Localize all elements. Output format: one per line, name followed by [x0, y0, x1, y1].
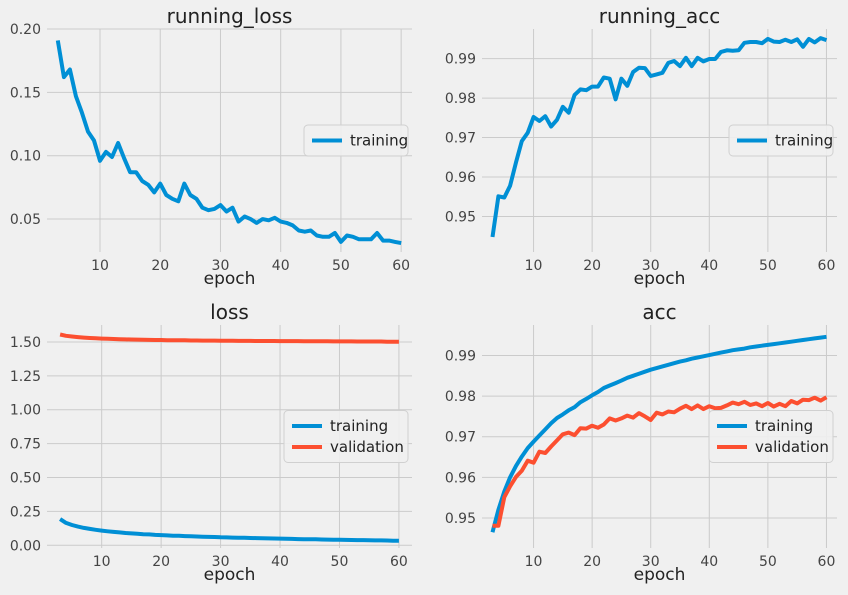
legend: training	[303, 124, 409, 157]
x-tick-label: 10	[525, 554, 543, 570]
y-tick-label: 0.10	[10, 149, 41, 165]
y-tick-label: 0.98	[445, 389, 476, 405]
legend-box	[283, 410, 409, 463]
y-tick-label: 0.98	[445, 91, 476, 107]
running_acc-chart: 10 20 30 40 50 60 0.95 0.96 0.97 0.98 0.99 running_…	[445, 4, 837, 289]
y-tick-label: 1.50	[10, 335, 41, 351]
series-line-validation	[492, 395, 828, 528]
x-tick-label: 20	[583, 554, 601, 570]
x-axis-label: epoch	[634, 565, 686, 585]
x-tick-label: 40	[272, 258, 290, 274]
x-axis-label: epoch	[204, 565, 256, 585]
x-tick-label: 10	[93, 554, 111, 570]
y-tick-label: 0.15	[10, 85, 41, 101]
legend-label-training: training	[330, 417, 388, 435]
x-tick-label: 20	[583, 258, 601, 274]
x-axis-label: epoch	[204, 269, 256, 289]
series-line-training	[55, 40, 402, 246]
x-axis-label: epoch	[634, 269, 686, 289]
x-tick-label: 20	[151, 258, 169, 274]
y-tick-label: 1.25	[10, 369, 41, 385]
y-tick-label: 0.95	[445, 511, 476, 527]
x-tick-label: 30	[212, 258, 230, 274]
series-line-training	[59, 517, 399, 543]
legend-label-training: training	[350, 132, 408, 150]
legend-box	[708, 410, 834, 463]
loss-chart: 10 20 30 40 50 60 0.00 0.25 0.50 0.75 1.00 1.25 1.50…	[10, 300, 412, 585]
x-tick-label: 40	[700, 554, 718, 570]
chart-title: running_loss	[167, 4, 293, 28]
series-line-training	[490, 36, 828, 238]
running_loss-chart: 10 20 30 40 50 60 0.05 0.10 0.15 0.20 running_loss…	[10, 4, 412, 289]
x-tick-label: 30	[642, 258, 660, 274]
y-tick-label: 0.05	[10, 212, 41, 228]
legend-label-training: training	[755, 417, 813, 435]
legend-label-validation: validation	[755, 438, 829, 456]
y-tick-label: 0.97	[445, 430, 476, 446]
series-line-training	[490, 334, 827, 533]
chart-title: running_acc	[599, 4, 720, 28]
x-tick-label: 30	[642, 554, 660, 570]
x-tick-label: 60	[392, 258, 410, 274]
legend-label-validation: validation	[330, 438, 404, 456]
x-tick-label: 30	[212, 554, 230, 570]
y-tick-label: 1.00	[10, 403, 41, 419]
x-tick-label: 60	[818, 554, 836, 570]
x-tick-label: 50	[759, 554, 777, 570]
x-tick-label: 60	[390, 554, 408, 570]
x-tick-label: 50	[332, 258, 350, 274]
y-tick-label: 0.97	[445, 131, 476, 147]
x-tick-label: 50	[331, 554, 349, 570]
y-tick-label: 0.99	[445, 52, 476, 68]
chart-title: loss	[210, 300, 249, 324]
legend: training validation	[283, 410, 409, 463]
y-tick-label: 0.96	[445, 170, 476, 186]
x-tick-label: 60	[818, 258, 836, 274]
chart-title: acc	[642, 300, 676, 324]
x-tick-label: 40	[700, 258, 718, 274]
legend: training	[728, 124, 834, 157]
acc-chart: 10 20 30 40 50 60 0.95 0.96 0.97 0.98 0.99 acc epoch…	[445, 300, 837, 585]
y-tick-label: 0.75	[10, 437, 41, 453]
y-tick-label: 0.50	[10, 471, 41, 487]
legend-box	[303, 124, 409, 157]
y-tick-label: 0.00	[10, 538, 41, 554]
x-tick-label: 10	[525, 258, 543, 274]
y-tick-label: 0.99	[445, 348, 476, 364]
legend-box	[728, 124, 834, 157]
legend: training validation	[708, 410, 834, 463]
y-tick-label: 0.20	[10, 22, 41, 38]
x-tick-label: 40	[271, 554, 289, 570]
series-line-validation	[59, 332, 399, 344]
y-tick-label: 0.96	[445, 470, 476, 486]
x-tick-label: 20	[152, 554, 170, 570]
y-tick-label: 0.25	[10, 504, 41, 520]
x-tick-label: 10	[91, 258, 109, 274]
x-tick-label: 50	[759, 258, 777, 274]
y-tick-label: 0.95	[445, 209, 476, 225]
legend-label-training: training	[775, 132, 833, 150]
